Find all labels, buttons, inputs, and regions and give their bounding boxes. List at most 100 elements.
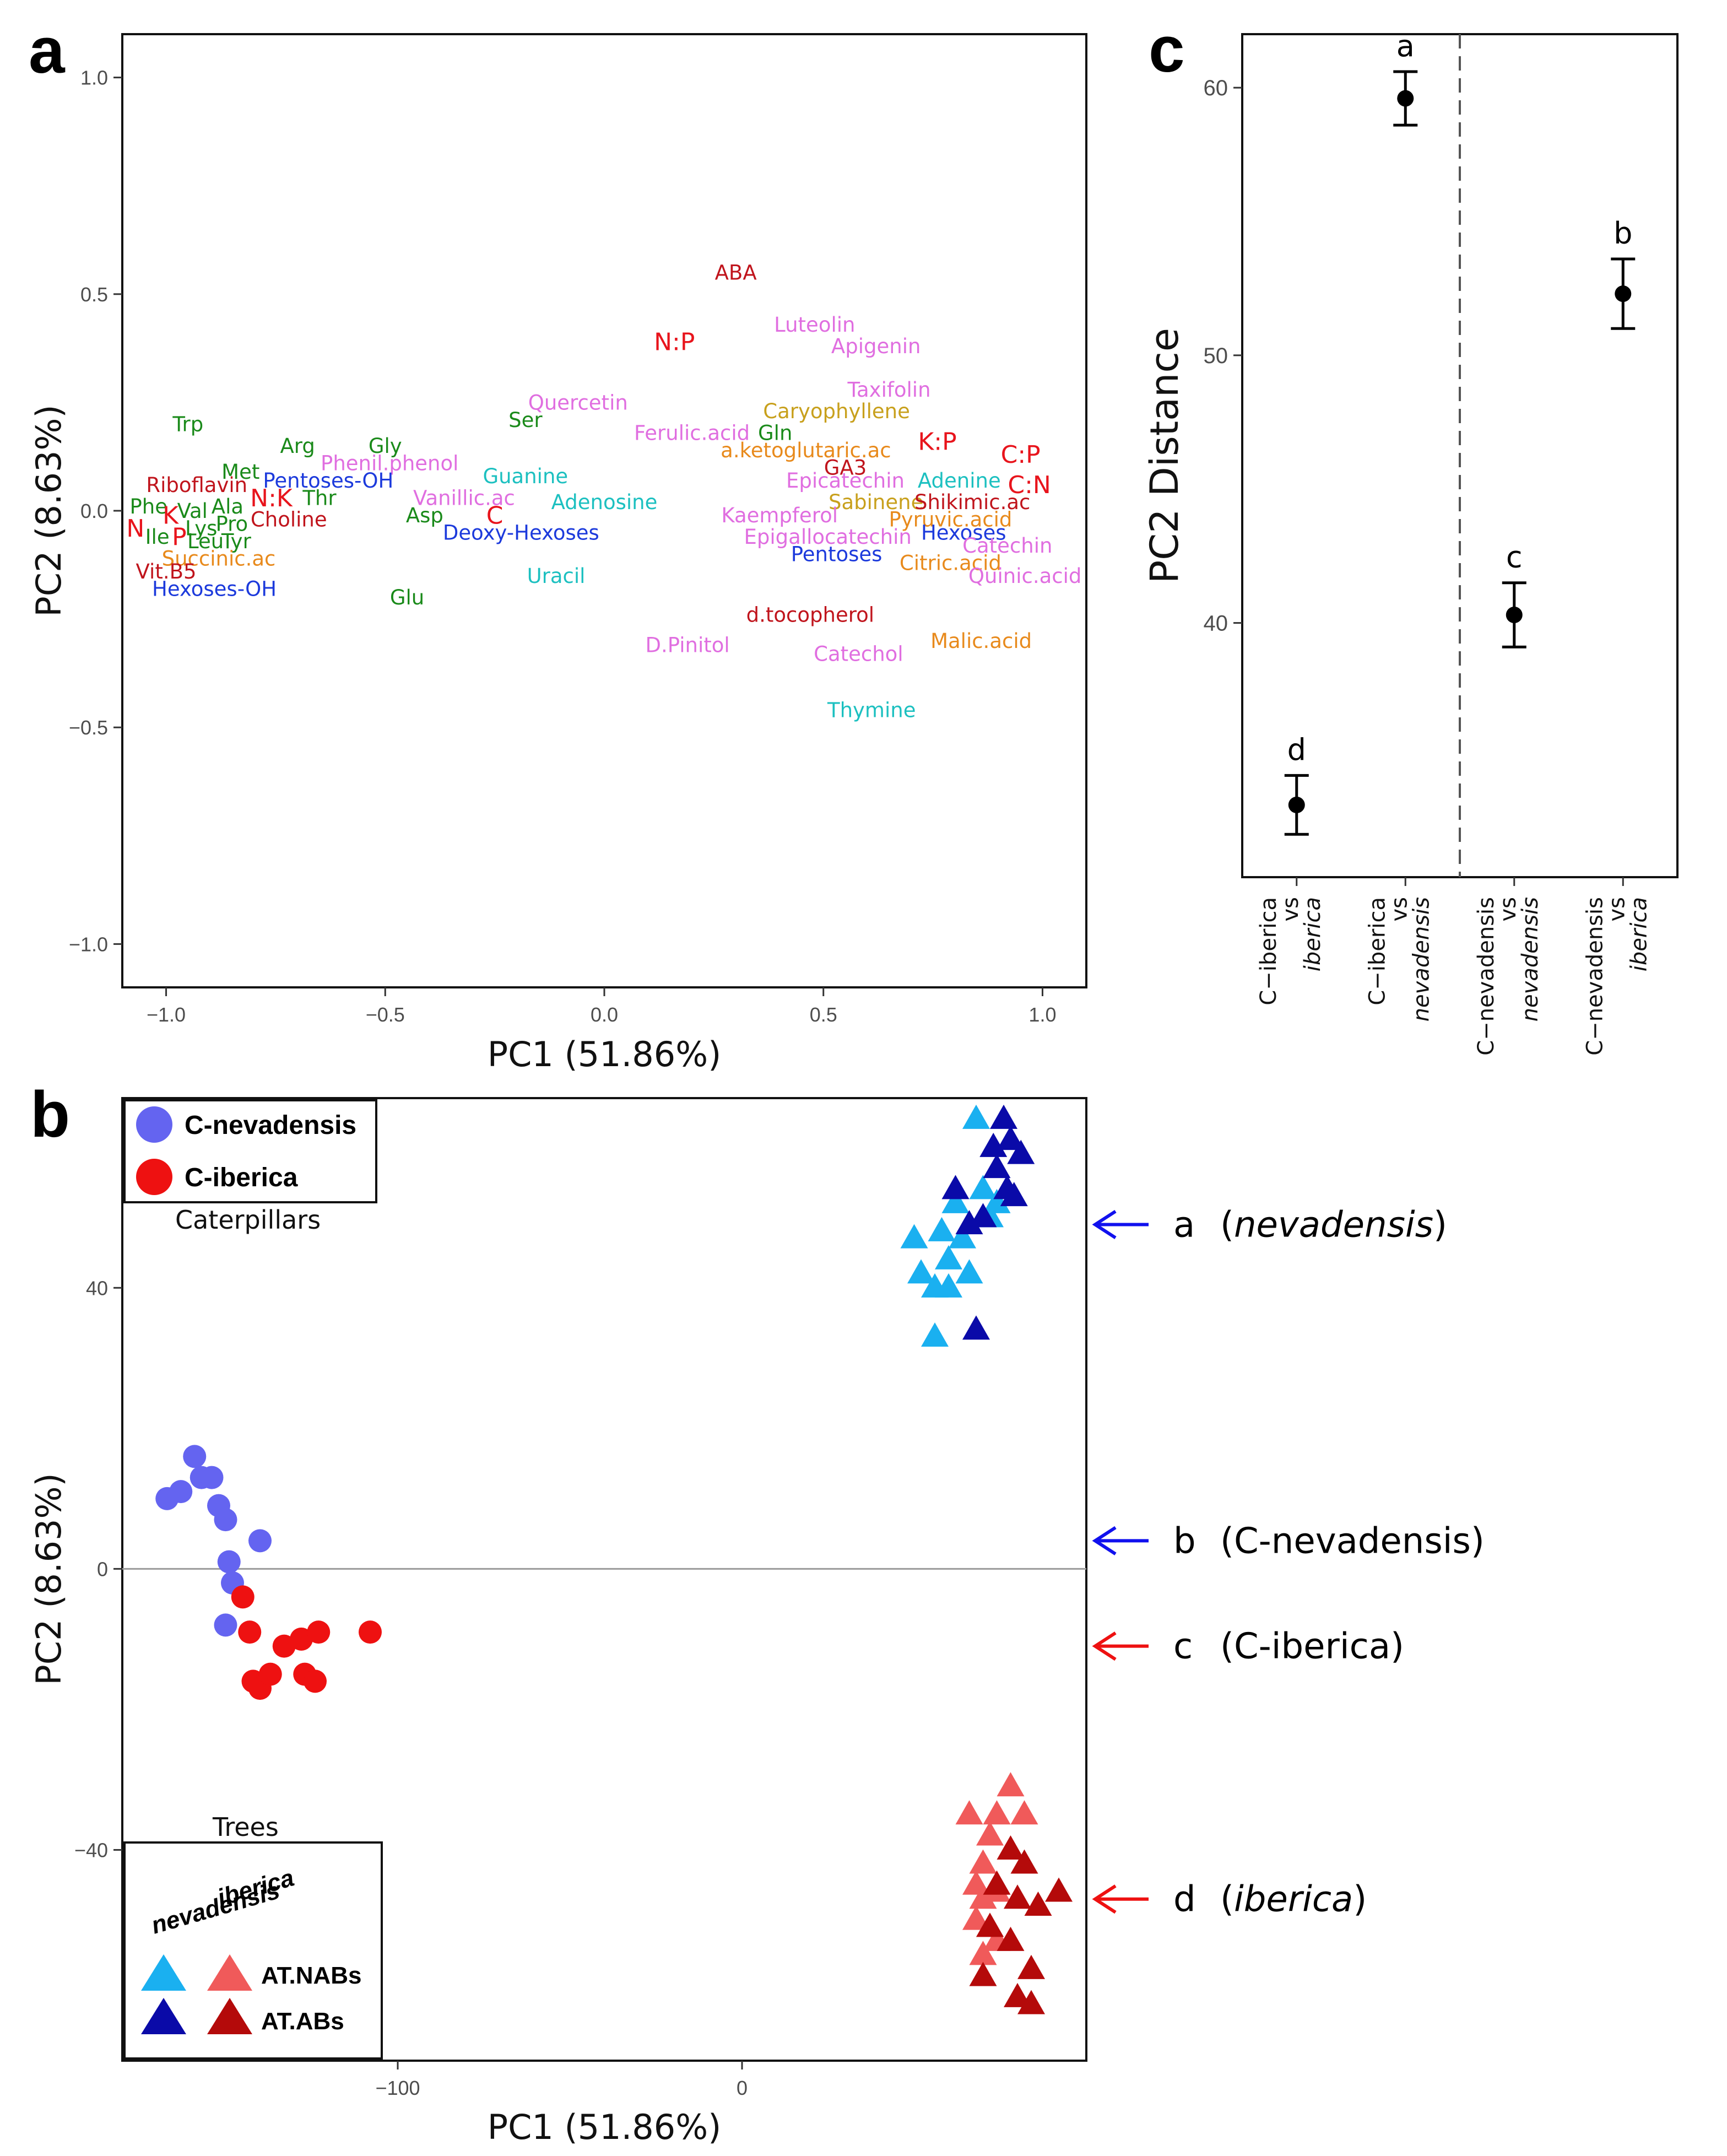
point-c-nevadensis	[214, 1613, 237, 1637]
annotation-paren-close: )	[1390, 1627, 1404, 1667]
point-c-nevadensis	[214, 1508, 237, 1532]
legend-nevadensis-nab-swatch	[141, 1954, 186, 1991]
panel-a-y-tick-label: 0.0	[80, 500, 108, 522]
point-nevadensis-at-abs	[955, 1210, 983, 1235]
point-iberica-at-abs	[969, 1962, 997, 1986]
panel-a-x-axis-title: PC1 (51.86%)	[488, 1034, 722, 1074]
panel-letter-a: a	[29, 14, 66, 87]
panel-a-variable-labels: ABA Luteolin N:P Apigenin Taxifolin Quercetin…	[126, 261, 1081, 722]
point-iberica-at-abs	[1024, 1892, 1052, 1916]
point-nevadensis-at-abs	[983, 1154, 1011, 1179]
panel-a-pca-loadings: −1.0 −0.5 0.0 0.5 1.0 −1.0 −0.5 0.0 0.5 1.0 ABA Lu…	[29, 33, 1087, 1074]
panel-b-y-axis-title: PC2 (8.63%)	[29, 1473, 69, 1685]
point-iberica-at-abs	[997, 1926, 1025, 1951]
legend-at-abs-label: AT.ABs	[261, 2008, 344, 2035]
mean-point	[1615, 285, 1632, 302]
legend-at-nabs-label: AT.NABs	[261, 1962, 362, 1989]
loading-label-deoxy-hexoses: Deoxy-Hexoses	[443, 521, 599, 544]
annotation-text: C-nevadensis	[1234, 1521, 1471, 1561]
point-iberica-at-nabs	[969, 1849, 997, 1874]
point-nevadensis-at-nabs	[928, 1217, 956, 1241]
point-nevadensis-at-nabs	[941, 1188, 970, 1213]
annotation-b: b (C-nevadensis)	[1092, 1521, 1485, 1561]
category-second: nevadensis	[1518, 897, 1543, 1022]
loading-label-quinic-acid: Quinic.acid	[968, 564, 1081, 588]
point-nevadensis-at-nabs	[935, 1273, 962, 1298]
point-nevadensis-at-nabs	[962, 1104, 990, 1129]
panel-c-y-tick-label: 40	[1204, 612, 1228, 636]
point-c-iberica	[307, 1620, 331, 1644]
loading-label-thr: Thr	[302, 486, 337, 510]
loading-label-ferulic-acid: Ferulic.acid	[634, 421, 750, 445]
loading-label-catechol: Catechol	[814, 642, 903, 666]
annotation-paren-close: )	[1353, 1879, 1367, 1920]
loading-label-guanine: Guanine	[483, 464, 568, 488]
point-nevadensis-at-abs	[997, 1126, 1025, 1150]
annotation-paren-close: )	[1471, 1521, 1485, 1561]
loading-label-d-tocopherol: d.tocopherol	[746, 603, 874, 627]
errorbar-4: b	[1611, 216, 1636, 330]
annotation-label: (C-nevadensis)	[1220, 1521, 1485, 1561]
point-nevadensis-at-abs	[1000, 1182, 1028, 1207]
loading-label-shikimic-ac: Shikimic.ac	[914, 490, 1030, 514]
annotation-paren-open: (	[1220, 1205, 1234, 1246]
annotation-letter: a	[1173, 1205, 1195, 1246]
caterpillar-legend: C-nevadensis C-iberica Caterpillars	[123, 1099, 377, 1235]
panel-letter-b: b	[30, 1078, 70, 1151]
panel-c-y-axis-title: PC2 Distance	[1142, 328, 1187, 583]
category-vs: vs	[1387, 897, 1412, 922]
category-second: iberica	[1300, 897, 1325, 971]
loading-label-c-p: C:P	[1001, 441, 1041, 469]
loading-label-adenosine: Adenosine	[551, 490, 658, 514]
loading-label-pyruvic-acid: Pyruvic.acid	[889, 508, 1012, 532]
mean-point	[1397, 90, 1414, 107]
point-nevadensis-at-nabs	[921, 1322, 949, 1347]
point-nevadensis-at-nabs	[935, 1245, 962, 1269]
panel-a-y-tick-label: 1.0	[80, 67, 108, 89]
point-iberica-at-nabs	[969, 1884, 997, 1909]
loading-label-kaempferol: Kaempferol	[721, 504, 838, 527]
legend-iberica-ab-swatch	[207, 1998, 252, 2034]
errorbar-2: a	[1393, 29, 1418, 127]
point-nevadensis-at-nabs	[907, 1259, 935, 1284]
panel-b-y-tick-label: −40	[74, 1839, 108, 1861]
loading-label-sabinene: Sabinene	[829, 490, 923, 514]
loading-label-pentoses: Pentoses	[791, 543, 883, 566]
point-iberica-at-nabs	[1010, 1800, 1038, 1825]
point-iberica-at-abs	[1045, 1877, 1073, 1902]
category-vs: vs	[1278, 897, 1303, 922]
annotation-text: iberica	[1234, 1879, 1353, 1920]
loading-label-n-p: N:P	[654, 328, 695, 356]
category-first: C−nevadensis	[1582, 897, 1607, 1056]
point-iberica-at-abs	[1010, 1849, 1038, 1874]
panel-c-y-tick-label: 50	[1204, 344, 1228, 368]
loading-label-pentoses-oh: Pentoses-OH	[263, 469, 393, 493]
annotation-arrow-head	[1092, 1884, 1117, 1914]
loading-label-uracil: Uracil	[527, 564, 586, 588]
annotation-text: nevadensis	[1234, 1205, 1433, 1246]
panel-c-y-tick-label: 60	[1204, 76, 1228, 100]
annotation-label: (nevadensis)	[1220, 1205, 1447, 1246]
category-vs: vs	[1604, 897, 1629, 922]
point-c-iberica	[304, 1669, 327, 1693]
legend-nevadensis-ab-swatch	[141, 1998, 186, 2034]
loading-label-hexoses-oh: Hexoses-OH	[152, 577, 277, 601]
point-c-nevadensis	[217, 1550, 241, 1574]
panel-b-x-tick-label: 0	[737, 2077, 748, 2099]
loading-label-arg: Arg	[280, 434, 315, 458]
annotation-arrow-head	[1092, 1526, 1117, 1555]
annotation-a: a (nevadensis)	[1092, 1205, 1447, 1246]
point-iberica-at-nabs	[962, 1905, 990, 1930]
loading-label-phenil-phenol: Phenil.phenol	[321, 451, 458, 475]
point-iberica-at-abs	[997, 1835, 1025, 1860]
point-iberica-at-nabs	[983, 1800, 1011, 1825]
point-iberica-at-abs	[976, 1912, 1004, 1937]
annotation-arrow-head	[1092, 1210, 1117, 1240]
loading-label-riboflavin: Riboflavin	[146, 473, 247, 497]
panel-a-x-tick-label: −0.5	[366, 1003, 405, 1026]
loading-label-thymine: Thymine	[827, 699, 916, 722]
